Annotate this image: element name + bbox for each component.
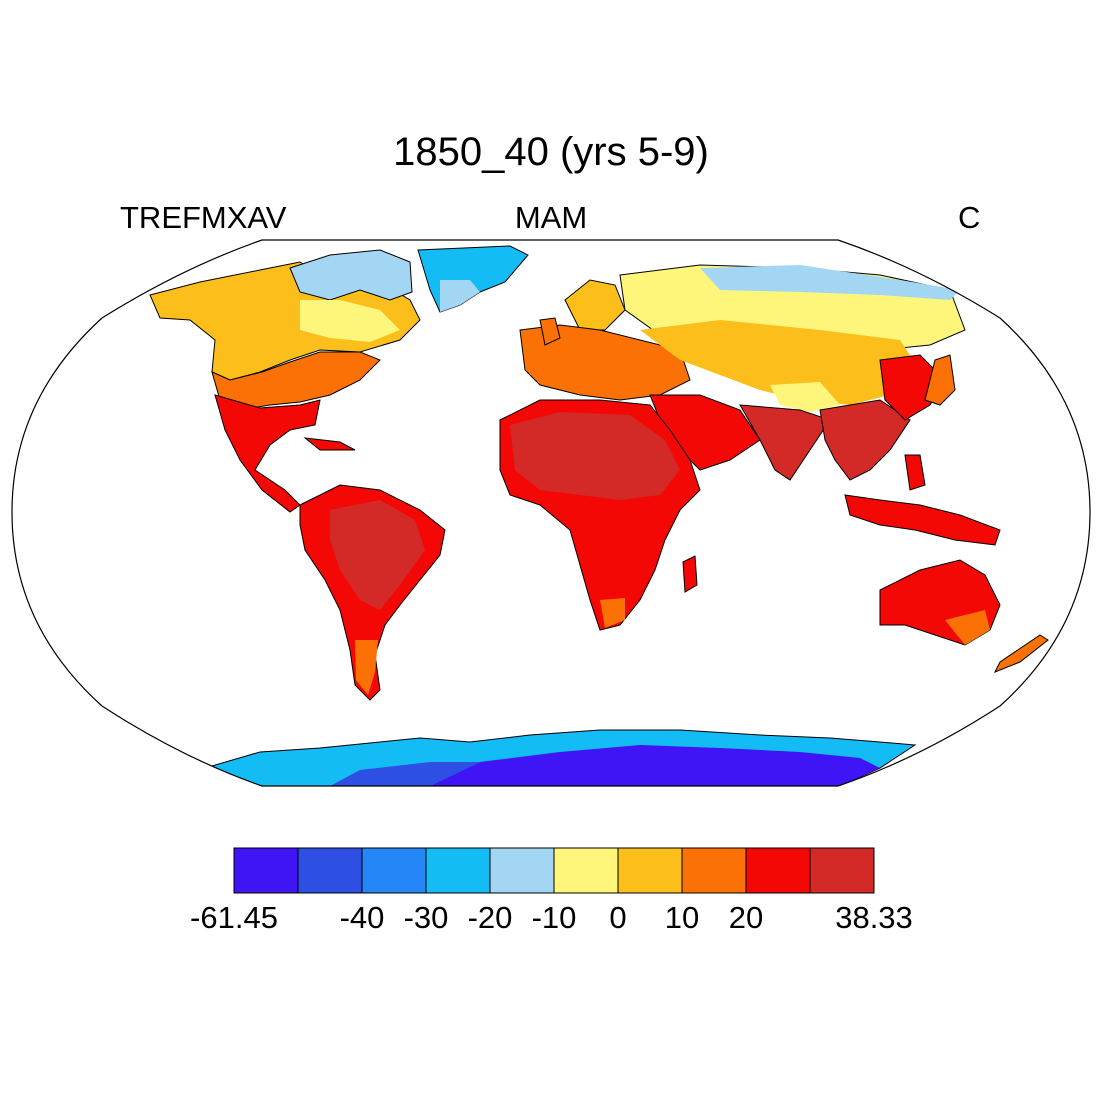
cuba xyxy=(303,437,356,451)
north-america-arctic xyxy=(289,249,413,301)
season-label: MAM xyxy=(514,200,588,235)
east-asia xyxy=(879,354,946,421)
scandinavia xyxy=(564,279,626,331)
southeast-asia xyxy=(819,399,911,481)
colorbar-tick-label: -10 xyxy=(531,900,577,935)
sahara xyxy=(510,412,680,500)
madagascar xyxy=(682,555,698,593)
colorbar-tick-label: 10 xyxy=(664,900,700,935)
colorbar-swatch xyxy=(617,847,683,894)
colorbar-tick-label: -61.45 xyxy=(190,900,278,935)
usa-south-mexico xyxy=(214,394,321,513)
north-america-yellow xyxy=(300,300,400,342)
colorbar-swatch xyxy=(553,847,619,894)
south-africa-tip xyxy=(600,598,625,628)
colorbar-swatch xyxy=(745,847,811,894)
colorbar-swatch xyxy=(681,847,747,894)
amazon xyxy=(330,500,425,610)
globe-outline xyxy=(11,239,1091,787)
philippines xyxy=(904,454,926,491)
colorbar-swatch xyxy=(489,847,555,894)
colorbar-tick-label: -30 xyxy=(403,900,449,935)
antarctica-interior xyxy=(430,745,880,786)
antarctica-mid xyxy=(330,762,480,786)
colorbar-tick-label: 38.33 xyxy=(835,900,913,935)
land-layer xyxy=(149,245,1049,786)
units-label: C xyxy=(958,200,981,235)
colorbar-tick-label: 0 xyxy=(609,900,627,935)
colorbar-swatch xyxy=(361,847,427,894)
greenland xyxy=(417,245,529,313)
colorbar-swatch xyxy=(233,847,299,894)
colorbar xyxy=(233,847,875,894)
chart-title: 1850_40 (yrs 5-9) xyxy=(393,130,709,174)
patagonia xyxy=(355,640,378,695)
colorbar-tick-label: -40 xyxy=(339,900,385,935)
new-zealand xyxy=(993,634,1049,673)
colorbar-tick-label: -20 xyxy=(467,900,513,935)
colorbar-swatch xyxy=(809,847,875,894)
europe xyxy=(519,324,691,401)
central-asia xyxy=(640,320,920,405)
iceland-uk xyxy=(539,317,561,346)
siberia-arctic xyxy=(700,265,960,300)
colorbar-swatch xyxy=(297,847,363,894)
colorbar-swatch xyxy=(425,847,491,894)
indonesia xyxy=(844,494,1001,546)
variable-label: TREFMXAV xyxy=(120,200,287,235)
tibet xyxy=(770,382,840,412)
japan xyxy=(924,354,956,406)
colorbar-tick-label: 20 xyxy=(728,900,764,935)
australia-southeast xyxy=(945,610,990,645)
greenland-edge xyxy=(440,280,480,312)
india xyxy=(739,404,831,481)
